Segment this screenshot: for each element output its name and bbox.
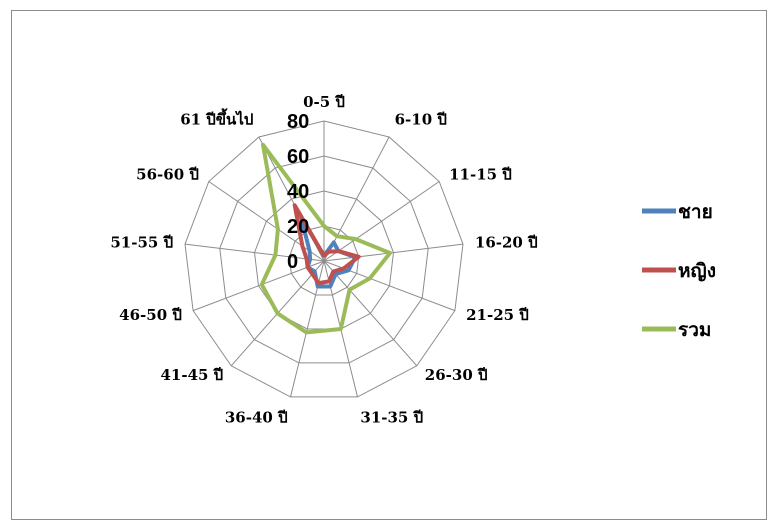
tick-label: 80 — [287, 111, 309, 133]
legend-label: รวม — [678, 319, 711, 341]
legend-label: ชาย — [678, 201, 713, 223]
spoke-line — [192, 260, 325, 312]
category-label: 51-55 ปี — [110, 234, 173, 252]
category-label: 16-20 ปี — [475, 234, 538, 252]
spoke-line — [184, 243, 325, 262]
tick-label: 0 — [287, 251, 298, 273]
series-line — [259, 142, 392, 335]
tick-label: 20 — [287, 216, 309, 238]
radar-grid — [184, 120, 464, 398]
spoke-line — [323, 136, 390, 262]
category-label: 6-10 ปี — [395, 110, 447, 128]
category-label: 31-35 ปี — [360, 409, 423, 427]
grid-ring — [184, 120, 464, 398]
tick-label: 40 — [287, 181, 309, 203]
series-line — [292, 203, 361, 286]
series-lines — [259, 142, 392, 335]
category-label: 41-45 ปี — [160, 366, 223, 384]
spoke-line — [323, 181, 440, 262]
legend-label: หญิง — [678, 260, 716, 282]
category-label: 56-60 ปี — [136, 166, 199, 184]
category-label: 36-40 ปี — [225, 409, 288, 427]
category-label: 11-15 ปี — [449, 166, 512, 184]
category-labels: 0-5 ปี 6-10 ปี 11-15 ปี 16-20 ปี 21-25 ปี 26-… — [110, 93, 537, 427]
grid-ring — [219, 155, 429, 364]
chart-area — [11, 10, 767, 520]
tick-label: 60 — [287, 146, 309, 168]
category-label: 61 ปีขึ้นไป — [180, 107, 253, 128]
spoke-line — [323, 243, 464, 262]
grid-ring — [288, 225, 360, 296]
category-label: 21-25 ปี — [466, 306, 529, 324]
spoke-line — [323, 260, 418, 367]
category-label: 0-5 ปี — [303, 93, 345, 111]
category-label: 26-30 ปี — [425, 366, 488, 384]
radial-tick-labels: 0 20 40 60 80 — [287, 111, 309, 273]
category-label: 46-50 ปี — [119, 306, 182, 324]
